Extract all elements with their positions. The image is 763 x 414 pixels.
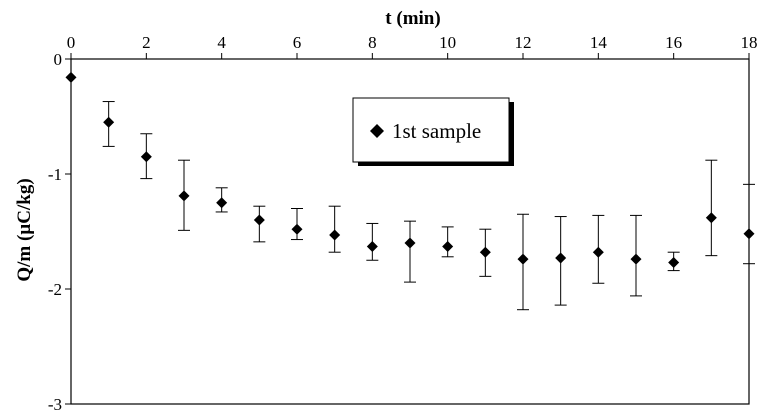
data-point-diamond [216,197,228,209]
data-point-diamond [329,229,341,241]
x-tick-label: 6 [293,33,302,52]
legend-entry-label: 1st sample [392,119,481,143]
data-point-diamond [291,223,303,235]
data-point-diamond [517,253,529,265]
data-point-diamond [630,253,642,265]
data-point-diamond [442,240,454,252]
x-tick-label: 8 [368,33,377,52]
data-point-diamond [366,240,378,252]
data-point-diamond [140,151,152,163]
x-axis-title: t (min) [385,8,440,29]
x-tick-label: 10 [439,33,456,52]
data-point-diamond [479,246,491,258]
data-point-diamond [178,190,190,202]
x-tick-label: 2 [142,33,151,52]
y-tick-label: -1 [48,165,62,184]
legend-marker-diamond-icon [370,124,384,138]
data-point-diamond [743,228,755,240]
x-tick-label: 14 [590,33,608,52]
data-point-diamond [404,237,416,249]
data-markers [65,71,755,269]
y-tick-label: 0 [54,50,63,69]
x-tick-label: 18 [741,33,758,52]
x-tick-label: 4 [217,33,226,52]
data-point-diamond [705,212,717,224]
y-axis-ticks: 0 -1 -2 -3 [48,50,71,414]
x-tick-label: 0 [67,33,76,52]
x-tick-label: 16 [665,33,682,52]
y-tick-label: -3 [48,395,62,414]
x-axis-ticks: 0 2 4 6 8 10 12 14 16 18 [67,33,758,59]
data-point-diamond [668,257,680,269]
y-axis-title: Q/m (µC/kg) [14,178,35,281]
data-point-diamond [592,246,604,258]
legend: 1st sample [352,97,514,166]
data-point-diamond [103,116,115,128]
x-tick-label: 12 [515,33,532,52]
data-point-diamond [65,71,77,83]
y-tick-label: -2 [48,280,62,299]
data-point-diamond [253,214,265,226]
data-point-diamond [555,252,567,264]
